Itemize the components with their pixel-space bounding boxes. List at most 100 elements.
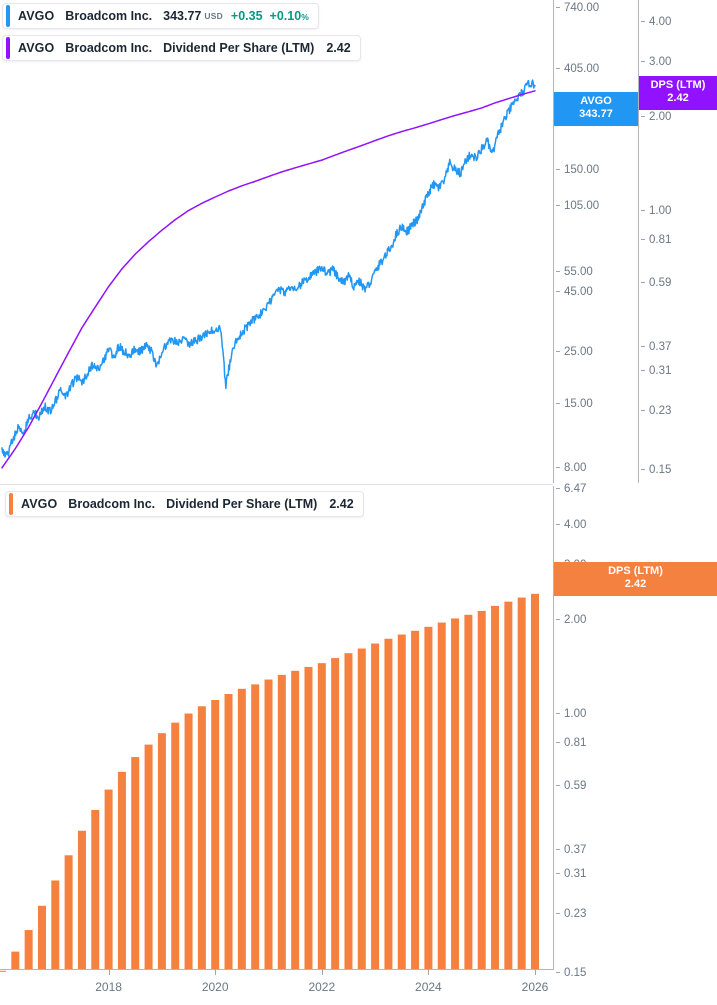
legend-metric-name: Dividend Per Share (LTM) <box>166 497 318 511</box>
legend-company: Broadcom Inc. <box>65 41 153 55</box>
axis-tick-label: 0.23 <box>640 405 672 418</box>
dps-bar[interactable] <box>344 653 353 969</box>
x-axis-line[interactable] <box>0 969 554 970</box>
x-axis-tick-mark <box>215 969 217 975</box>
dps-bar[interactable] <box>371 643 380 969</box>
axis-tick-label: 45.00 <box>556 286 593 299</box>
legend-price[interactable]: AVGO Broadcom Inc. 343.77 USD +0.35 +0.1… <box>2 3 319 29</box>
dps-bar[interactable] <box>0 970 6 972</box>
dps-bar[interactable] <box>384 638 393 969</box>
dps-bar[interactable] <box>224 694 233 969</box>
legend-dps-top[interactable]: AVGO Broadcom Inc. Dividend Per Share (L… <box>2 35 361 61</box>
axis-tick-label: 3.00 <box>640 55 672 68</box>
dps-bar[interactable] <box>77 830 86 969</box>
badge-label: DPS (LTM) <box>650 79 706 91</box>
dps-bar-color-swatch <box>9 493 13 515</box>
dps-color-swatch <box>6 37 10 59</box>
dps-bar[interactable] <box>211 700 220 969</box>
badge-value: 2.42 <box>624 578 647 591</box>
dps-value-badge-lower[interactable]: DPS (LTM) 2.42 <box>554 562 717 596</box>
dps-bar[interactable] <box>411 630 420 969</box>
price-axis-line[interactable] <box>553 0 554 483</box>
x-axis-tick-label: 2020 <box>201 980 229 994</box>
dps-bar[interactable] <box>531 593 540 969</box>
axis-tick-label: 1.00 <box>640 205 672 218</box>
axis-tick-label: 0.23 <box>555 908 587 921</box>
badge-label: AVGO <box>580 95 612 107</box>
dps-lower-axis-line[interactable] <box>553 486 554 969</box>
dps-bar[interactable] <box>51 880 60 969</box>
dps-bar[interactable] <box>131 757 140 969</box>
axis-tick-label: 105.00 <box>555 200 600 213</box>
x-axis-tick-label: 2018 <box>95 980 122 994</box>
price-color-swatch <box>6 5 10 27</box>
dps-bar[interactable] <box>184 713 193 969</box>
dps-value-badge-top[interactable]: DPS (LTM) 2.42 <box>639 76 717 110</box>
axis-tick-label: 4.00 <box>555 519 587 532</box>
legend-metric-value: 2.42 <box>326 41 351 55</box>
dps-bar[interactable] <box>491 605 500 969</box>
dps-bar[interactable] <box>464 614 473 969</box>
dps-bar[interactable] <box>237 688 246 969</box>
legend-price-value: 343.77 <box>163 9 202 23</box>
x-axis-tick-mark <box>535 969 536 975</box>
dps-bar[interactable] <box>437 622 446 969</box>
axis-tick-label: 2.00 <box>555 613 587 626</box>
axis-tick-label: 0.31 <box>640 364 672 377</box>
x-axis-tick-label: 2022 <box>308 980 336 994</box>
legend-currency: USD <box>204 11 223 21</box>
axis-tick-label: 0.59 <box>555 780 587 793</box>
legend-ticker: AVGO <box>18 9 55 23</box>
dps-bar[interactable] <box>91 809 100 969</box>
dps-bar[interactable] <box>504 601 513 969</box>
dps-bar[interactable] <box>157 733 166 969</box>
axis-tick-label: 8.00 <box>555 461 587 474</box>
legend-company: Broadcom Inc. <box>68 497 156 511</box>
dps-bar[interactable] <box>37 905 46 969</box>
legend-change-percent: +0.10% <box>269 9 309 23</box>
dps-bar[interactable] <box>197 706 206 969</box>
dps-bar[interactable] <box>317 663 326 969</box>
dps-bar-chart-svg <box>0 593 540 972</box>
x-axis-tick-label: 2026 <box>521 980 549 994</box>
dps-bar[interactable] <box>251 684 260 969</box>
dps-bar[interactable] <box>357 648 366 970</box>
legend-dps-lower[interactable]: AVGO Broadcom Inc. Dividend Per Share (L… <box>5 491 364 517</box>
dps-bar[interactable] <box>517 597 526 969</box>
dps-bar[interactable] <box>277 674 286 969</box>
dps-bar[interactable] <box>144 744 153 969</box>
panel-divider <box>0 484 553 485</box>
dps-bar-chart-panel[interactable] <box>0 486 553 973</box>
dps-line-series <box>1 90 536 469</box>
dps-bar[interactable] <box>331 658 340 969</box>
x-axis-tick-label: 2024 <box>415 980 442 994</box>
dps-axis-line[interactable] <box>638 0 639 483</box>
dps-bar[interactable] <box>397 634 406 969</box>
axis-tick-label: 0.31 <box>555 867 587 880</box>
x-axis-tick-mark <box>108 969 110 975</box>
badge-value: 343.77 <box>579 108 613 121</box>
x-axis-tick-mark <box>428 969 430 975</box>
dps-bar[interactable] <box>11 951 20 969</box>
dps-bar[interactable] <box>117 771 126 969</box>
price-value-badge[interactable]: AVGO 343.77 <box>554 92 638 126</box>
dps-bar[interactable] <box>104 789 113 969</box>
axis-tick-label: 2.00 <box>640 110 672 123</box>
axis-tick-label: 25.00 <box>556 346 593 358</box>
axis-tick-label: 4.00 <box>640 16 672 29</box>
dps-bar[interactable] <box>264 679 273 969</box>
dps-bar[interactable] <box>64 855 73 969</box>
dps-bar[interactable] <box>291 670 300 969</box>
dps-bar[interactable] <box>477 610 486 969</box>
dps-bar[interactable] <box>451 618 460 969</box>
dps-bar[interactable] <box>304 666 313 969</box>
dps-bar[interactable] <box>424 626 433 969</box>
axis-tick-label: 1.00 <box>555 708 587 721</box>
price-chart-panel[interactable] <box>0 0 553 482</box>
dps-bar[interactable] <box>171 722 180 969</box>
axis-tick-label: 740.00 <box>555 1 600 14</box>
dps-bar[interactable] <box>24 930 33 969</box>
axis-tick-label: 0.15 <box>640 463 672 476</box>
legend-company: Broadcom Inc. <box>65 9 153 23</box>
